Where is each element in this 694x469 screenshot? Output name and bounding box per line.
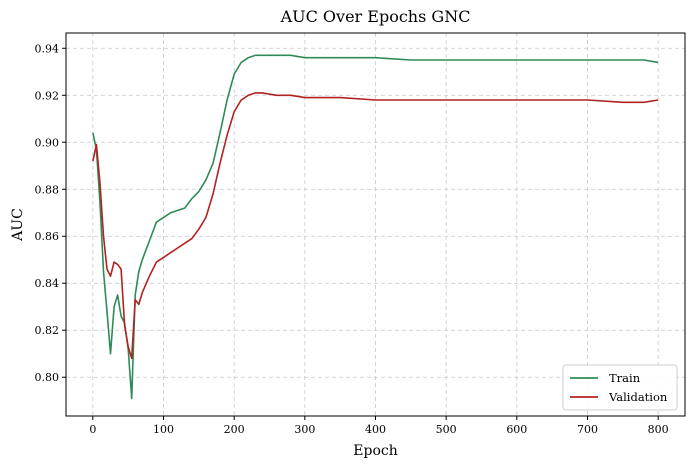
y-tick-label: 0.86 bbox=[35, 230, 60, 243]
y-axis-ticks: 0.80 0.82 0.84 0.86 0.88 0.90 0.92 0.94 bbox=[35, 42, 66, 384]
x-tick-label: 200 bbox=[224, 423, 245, 436]
x-tick-label: 600 bbox=[506, 423, 527, 436]
chart-title: AUC Over Epochs GNC bbox=[280, 7, 471, 26]
grid bbox=[66, 33, 685, 416]
y-axis-label: AUC bbox=[10, 208, 26, 242]
legend-box bbox=[562, 364, 678, 411]
legend-label-validation: Validation bbox=[608, 390, 668, 404]
legend: Train Validation bbox=[562, 364, 678, 411]
series-lines bbox=[92, 54, 659, 400]
series-line-validation bbox=[92, 92, 659, 360]
x-axis-ticks: 0 100 200 300 400 500 600 700 800 bbox=[89, 416, 669, 436]
legend-label-train: Train bbox=[609, 371, 641, 385]
x-tick-label: 700 bbox=[577, 423, 598, 436]
y-tick-label: 0.88 bbox=[35, 183, 60, 196]
x-tick-label: 400 bbox=[365, 423, 386, 436]
x-axis-label: Epoch bbox=[353, 443, 397, 459]
x-tick-label: 0 bbox=[89, 423, 96, 436]
y-tick-label: 0.94 bbox=[35, 42, 60, 55]
series-line-train bbox=[92, 54, 659, 400]
y-tick-label: 0.82 bbox=[35, 324, 60, 337]
y-tick-label: 0.80 bbox=[35, 371, 60, 384]
x-tick-label: 500 bbox=[436, 423, 457, 436]
x-tick-label: 100 bbox=[153, 423, 174, 436]
x-tick-label: 800 bbox=[648, 423, 669, 436]
x-tick-label: 300 bbox=[294, 423, 315, 436]
y-tick-label: 0.84 bbox=[35, 277, 60, 290]
y-tick-label: 0.92 bbox=[35, 89, 60, 102]
y-tick-label: 0.90 bbox=[35, 136, 60, 149]
